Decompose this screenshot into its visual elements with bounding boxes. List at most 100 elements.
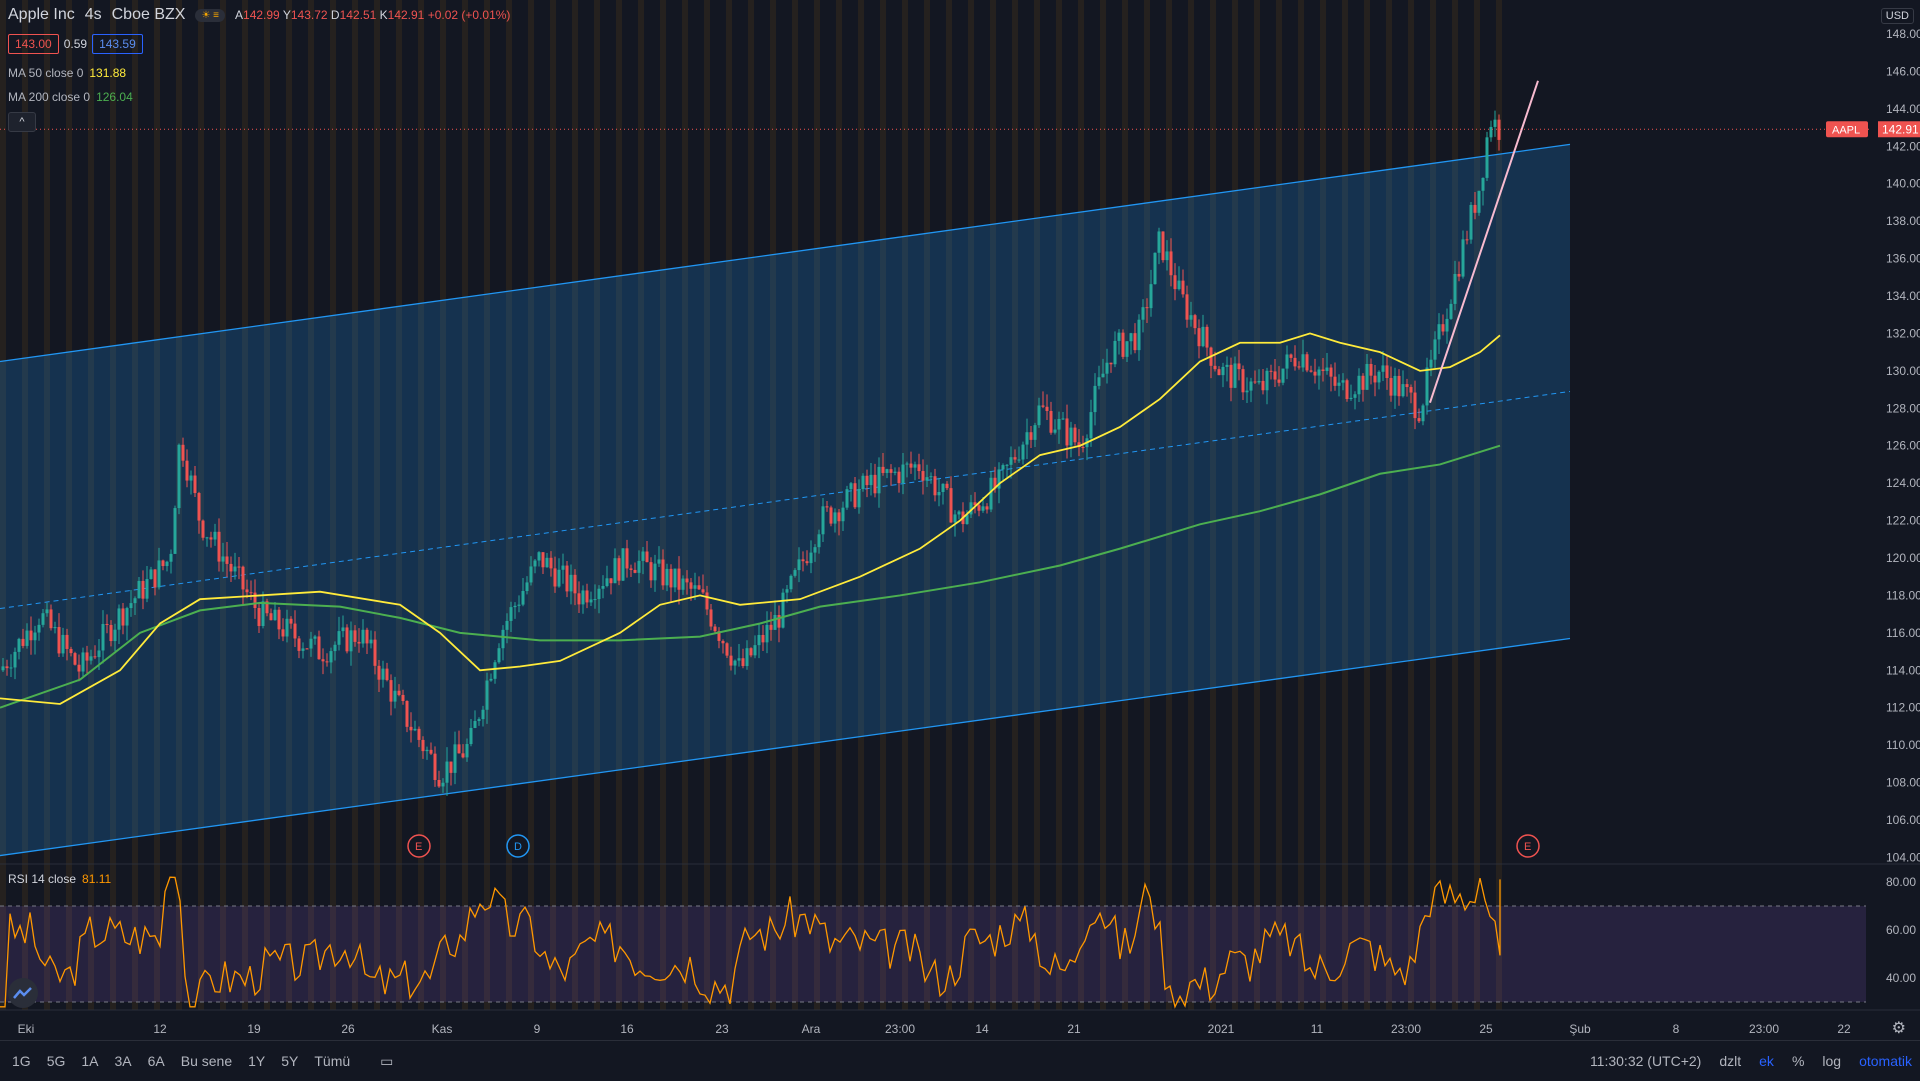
- rsi-legend[interactable]: RSI 14 close 81.11: [8, 872, 112, 886]
- symbol-legend: Apple Inc 4s Cboe BZX ☀ ≡ A142.99 Y143.7…: [8, 6, 510, 24]
- candle-body: [781, 592, 785, 628]
- tradingview-logo-icon[interactable]: [8, 978, 38, 1008]
- market-status-icon[interactable]: ☀ ≡: [195, 8, 226, 22]
- candle-body: [1321, 369, 1325, 371]
- range-6a[interactable]: 6A: [147, 1053, 165, 1069]
- candle-body: [1225, 364, 1229, 367]
- auto-scale-toggle[interactable]: otomatik: [1859, 1053, 1912, 1069]
- collapse-legend-button[interactable]: ^: [8, 112, 36, 132]
- candle-body: [1069, 427, 1073, 446]
- candle-body: [1377, 371, 1381, 383]
- candle-body: [1473, 204, 1477, 213]
- candle-body: [1045, 406, 1049, 411]
- candle-body: [377, 665, 381, 680]
- candle-body: [205, 537, 209, 539]
- candle-body: [909, 463, 913, 468]
- candle-body: [45, 609, 49, 614]
- time-axis-label: 9: [534, 1022, 541, 1036]
- session-stripe: [1254, 0, 1260, 1010]
- ma200-legend[interactable]: MA 200 close 0 126.04: [8, 90, 133, 104]
- session-stripe: [484, 0, 490, 1010]
- range-all[interactable]: Tümü: [314, 1053, 351, 1069]
- time-axis-label: 19: [247, 1022, 261, 1036]
- range-1y[interactable]: 1Y: [248, 1053, 266, 1069]
- candle-body: [1281, 368, 1285, 383]
- range-5g[interactable]: 5G: [46, 1053, 66, 1069]
- sell-button[interactable]: 143.00: [8, 34, 59, 54]
- candle-body: [369, 639, 373, 644]
- session-stripe: [858, 0, 864, 1010]
- price-axis-label: 108.00: [1886, 776, 1920, 790]
- session-stripe: [374, 0, 380, 1010]
- currency-label[interactable]: USD: [1880, 8, 1914, 24]
- candle-body: [1105, 362, 1109, 374]
- candle-body: [1293, 357, 1297, 367]
- candle-body: [57, 627, 61, 654]
- ma50-legend[interactable]: MA 50 close 0 131.88: [8, 66, 127, 80]
- candle-body: [1049, 410, 1053, 433]
- candle-body: [601, 585, 605, 589]
- candle-body: [677, 568, 681, 590]
- spread-value: 0.59: [63, 37, 88, 51]
- candle-body: [537, 552, 541, 561]
- candle-body: [1457, 273, 1461, 277]
- percent-toggle[interactable]: %: [1791, 1053, 1805, 1069]
- range-ytd[interactable]: Bu sene: [180, 1053, 233, 1069]
- candle-body: [849, 483, 853, 490]
- candle-body: [209, 537, 213, 540]
- candle-body: [541, 552, 545, 568]
- candle-body: [1269, 370, 1273, 372]
- candle-body: [461, 753, 465, 758]
- clock-display[interactable]: 11:30:32 (UTC+2): [1589, 1053, 1702, 1069]
- range-5y[interactable]: 5Y: [281, 1053, 299, 1069]
- candle-body: [733, 660, 737, 666]
- candle-body: [1325, 367, 1329, 371]
- session-stripe: [242, 0, 248, 1010]
- date-range-icon[interactable]: ▭: [380, 1053, 394, 1069]
- candle-body: [257, 608, 261, 627]
- candle-body: [261, 601, 265, 627]
- event-marker-label: D: [514, 841, 522, 853]
- candle-body: [1145, 307, 1149, 309]
- candle-body: [237, 566, 241, 568]
- adjust-toggle[interactable]: dzlt: [1719, 1053, 1742, 1069]
- candle-body: [457, 744, 461, 754]
- session-stripe: [1144, 0, 1150, 1010]
- buy-button[interactable]: 143.59: [92, 34, 143, 54]
- candle-body: [1221, 366, 1225, 376]
- range-1a[interactable]: 1A: [81, 1053, 99, 1069]
- candle-body: [757, 634, 761, 646]
- log-toggle[interactable]: log: [1822, 1053, 1842, 1069]
- candle-body: [1097, 377, 1101, 386]
- price-chart[interactable]: 148.00 146.00 144.00 142.00 140.00 138.00 136.…: [0, 0, 1920, 1040]
- candle-body: [525, 582, 529, 591]
- time-axis-label: 12: [153, 1022, 167, 1036]
- candle-body: [1125, 341, 1129, 357]
- ma200-line: [0, 444, 1501, 709]
- rsi-axis-label: 60.00: [1886, 923, 1916, 937]
- time-axis-label: 2021: [1208, 1022, 1235, 1036]
- range-1g[interactable]: 1G: [12, 1053, 31, 1069]
- settings-gear-icon[interactable]: ⚙: [1891, 1020, 1906, 1037]
- candle-body: [969, 502, 973, 515]
- candle-body: [1441, 324, 1445, 332]
- range-3a[interactable]: 3A: [114, 1053, 132, 1069]
- session-stripe: [154, 0, 160, 1010]
- time-axis-label: Eki: [18, 1022, 35, 1036]
- candle-body: [109, 624, 113, 642]
- interval-label[interactable]: 4s: [84, 6, 102, 23]
- candle-body: [129, 603, 133, 609]
- candle-body: [1037, 405, 1041, 426]
- candle-body: [1385, 365, 1389, 379]
- candle-body: [1113, 340, 1117, 365]
- candle-body: [1297, 366, 1301, 368]
- session-stripe: [286, 0, 292, 1010]
- candle-body: [1197, 328, 1201, 347]
- symbol-name[interactable]: Apple Inc: [8, 6, 75, 23]
- candle-body: [265, 601, 269, 614]
- candle-body: [1333, 376, 1337, 386]
- extended-toggle[interactable]: ek: [1759, 1053, 1774, 1069]
- candle-body: [445, 761, 449, 783]
- candle-body: [713, 626, 717, 632]
- candle-body: [797, 559, 801, 571]
